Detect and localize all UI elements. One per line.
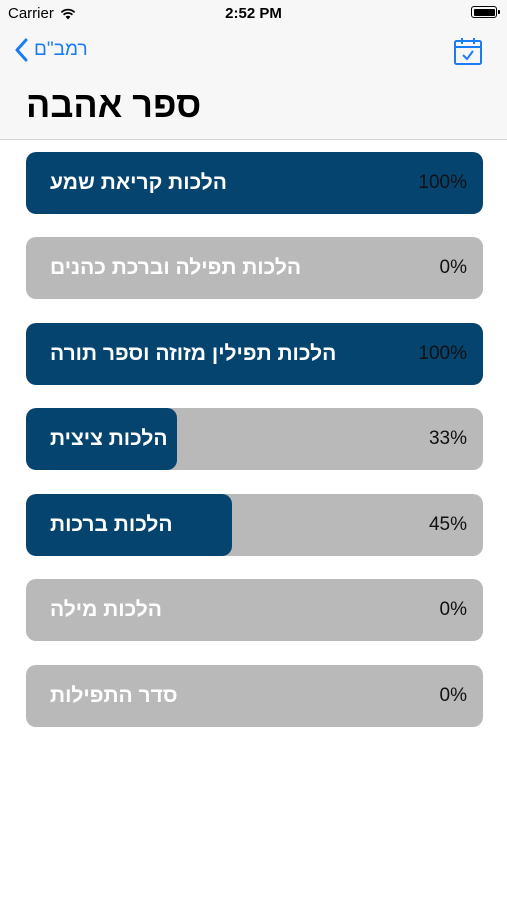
back-button-label: רמב"ם <box>34 39 88 60</box>
list-item[interactable]: הלכות תפילין מזוזה וספר תורה 100% <box>26 323 483 385</box>
carrier-label: Carrier <box>8 5 54 22</box>
item-percent: 33% <box>428 428 467 449</box>
wifi-icon <box>60 8 76 19</box>
item-title: הלכות ציצית <box>50 427 168 450</box>
item-title: סדר התפילות <box>50 684 178 707</box>
progress-bar-fill <box>26 408 177 470</box>
progress-bar-fill <box>26 494 232 556</box>
list-item[interactable]: הלכות ברכות 45% <box>26 494 483 556</box>
item-percent: 100% <box>418 172 467 193</box>
item-title: הלכות מילה <box>50 598 163 621</box>
list-item[interactable]: הלכות מילה 0% <box>26 579 483 641</box>
status-left: Carrier <box>8 5 76 22</box>
item-title: הלכות ברכות <box>50 513 173 536</box>
chevron-left-icon <box>15 38 28 62</box>
item-percent: 100% <box>418 343 467 364</box>
item-percent: 0% <box>439 599 467 620</box>
item-percent: 45% <box>428 514 467 535</box>
item-title: הלכות קריאת שמע <box>50 171 227 194</box>
item-title: הלכות תפילה וברכת כהנים <box>50 256 302 279</box>
battery-icon <box>471 6 500 18</box>
list-item[interactable]: הלכות תפילה וברכת כהנים 0% <box>26 237 483 299</box>
list-item[interactable]: הלכות קריאת שמע 100% <box>26 152 483 214</box>
list-item[interactable]: סדר התפילות 0% <box>26 665 483 727</box>
calendar-check-icon[interactable] <box>453 36 483 66</box>
progress-bar-fill <box>26 152 483 214</box>
progress-bar-fill <box>26 323 483 385</box>
status-bar: Carrier 2:52 PM <box>0 0 507 28</box>
status-time: 2:52 PM <box>225 5 282 22</box>
back-button[interactable]: רמב"ם <box>14 38 88 62</box>
item-title: הלכות תפילין מזוזה וספר תורה <box>50 342 337 365</box>
item-percent: 0% <box>439 257 467 278</box>
item-percent: 0% <box>439 685 467 706</box>
list-item[interactable]: הלכות ציצית 33% <box>26 408 483 470</box>
page-title: ספר אהבה <box>26 84 202 125</box>
navigation-bar: רמב"ם ספר אהבה <box>0 28 507 140</box>
